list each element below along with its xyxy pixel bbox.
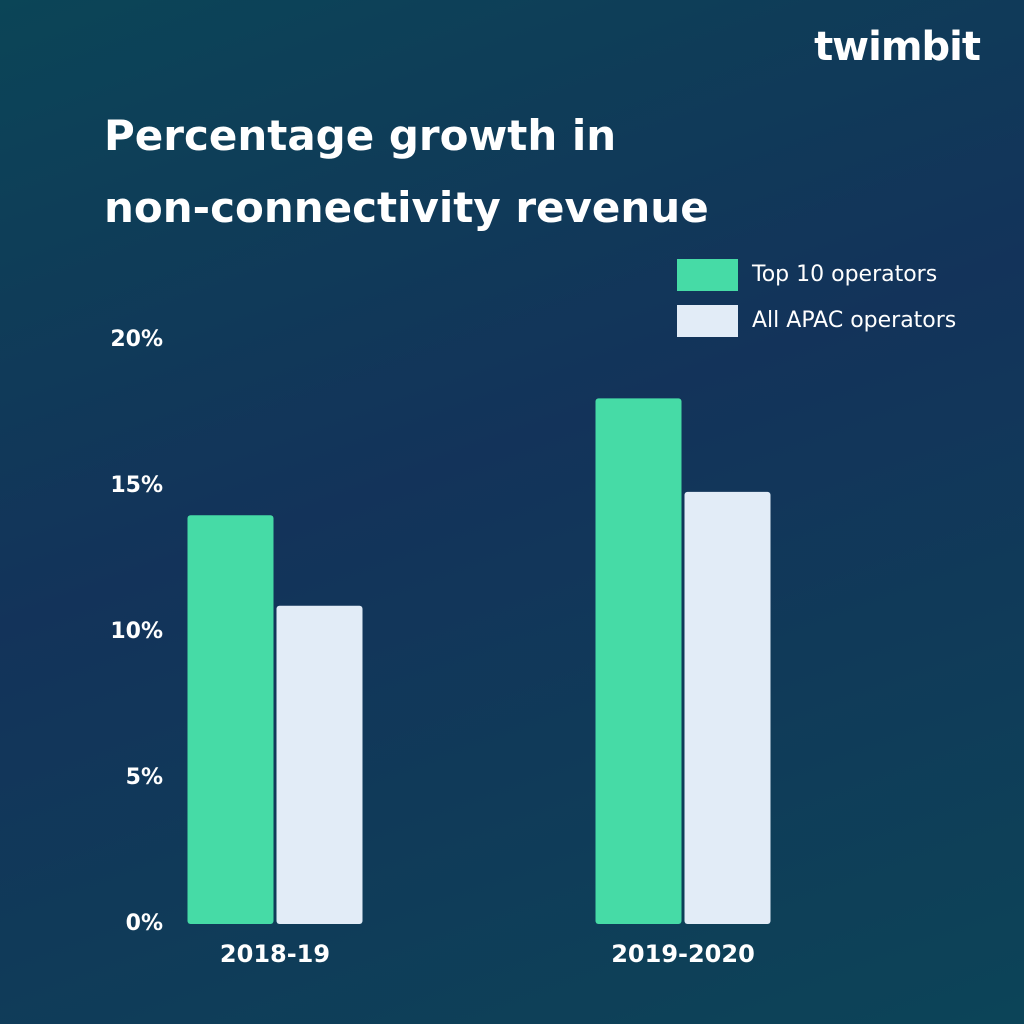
y-tick-label: 10% [110, 619, 163, 644]
brand-logo: twimbit [814, 24, 981, 70]
legend-label: Top 10 operators [751, 262, 937, 287]
y-tick-label: 20% [110, 327, 163, 352]
bar [276, 605, 363, 924]
bar [187, 515, 274, 924]
x-tick-label: 2018-19 [220, 940, 330, 968]
chart-title: Percentage growth in non-connectivity re… [104, 111, 709, 232]
legend-swatch [677, 305, 738, 337]
y-tick-label: 15% [110, 473, 163, 498]
legend-swatch [677, 259, 738, 291]
bar [595, 398, 682, 924]
x-tick-label: 2019-2020 [611, 940, 755, 968]
bar [684, 491, 771, 924]
y-tick-label: 0% [126, 911, 163, 936]
legend-label: All APAC operators [752, 308, 956, 333]
y-tick-label: 5% [126, 765, 163, 790]
